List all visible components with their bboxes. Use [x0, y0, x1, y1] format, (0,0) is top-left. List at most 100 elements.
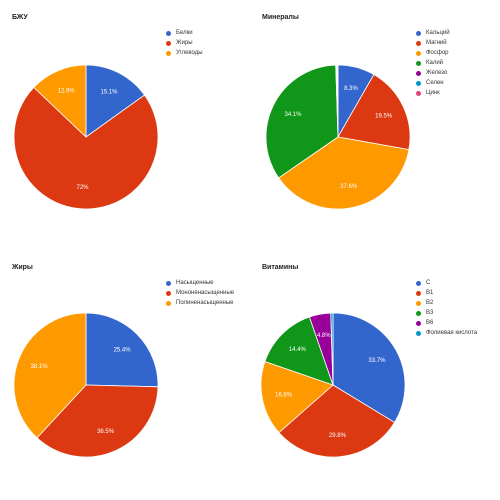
legend-label: B6	[426, 320, 434, 326]
legend-label: Железо	[426, 70, 448, 76]
pie-slice[interactable]	[330, 312, 334, 386]
pie-slice[interactable]	[278, 136, 410, 210]
legend-item[interactable]: C	[416, 278, 477, 288]
legend-label: Калий	[426, 60, 444, 66]
legend-item[interactable]: Мононенасыщенные	[166, 288, 234, 298]
pie-slice[interactable]	[85, 312, 159, 388]
pie-chart: 15.1% 72% 12.9%	[13, 64, 159, 210]
legend-label: C	[426, 280, 431, 286]
legend-label: Фосфор	[426, 50, 449, 56]
slice-value-label: 72%	[77, 185, 90, 191]
pie-slice[interactable]	[265, 64, 339, 179]
chart-panel-bzhu: БЖУ 15.1% 72% 12.9% Белки Жиры Углеводы	[0, 0, 250, 250]
slice-value-label: 19.5%	[375, 113, 393, 119]
legend-swatch-icon	[416, 50, 421, 56]
chart-title: БЖУ	[12, 14, 28, 21]
pie-slice[interactable]	[13, 86, 159, 210]
pie-slice[interactable]	[13, 312, 87, 439]
legend: Кальций Магний Фосфор Калий Железо Селен Цинк	[416, 28, 450, 98]
legend-label: B3	[426, 310, 434, 316]
chart-title: Витамины	[262, 264, 299, 271]
pie-slice[interactable]	[336, 64, 339, 138]
legend-swatch-icon	[416, 30, 421, 36]
legend-swatch-icon	[166, 40, 171, 46]
pie-slice[interactable]	[278, 384, 396, 458]
pie-slice[interactable]	[33, 64, 87, 138]
legend: C B1 B2 B3 B6 Фолиевая кислота	[416, 278, 477, 338]
slice-value-label: 4.8%	[317, 333, 331, 339]
legend-item[interactable]: Фолиевая кислота	[416, 328, 477, 338]
legend-swatch-icon	[416, 330, 421, 336]
legend-swatch-icon	[166, 50, 171, 56]
legend-item[interactable]: Железо	[416, 68, 450, 78]
slice-value-label: 16.8%	[275, 392, 293, 398]
legend-item[interactable]: Углеводы	[166, 48, 203, 58]
legend-label: Цинк	[426, 90, 440, 96]
legend-swatch-icon	[416, 90, 421, 96]
legend-label: B1	[426, 290, 434, 296]
legend-swatch-icon	[416, 70, 421, 76]
chart-title: Минералы	[262, 14, 299, 21]
legend-swatch-icon	[166, 30, 171, 36]
legend-item[interactable]: Селен	[416, 78, 450, 88]
slice-value-label: 38.1%	[31, 364, 49, 370]
legend-label: Белки	[176, 30, 193, 36]
chart-panel-minerals: Минералы 8.3% 19.5% 37.6% 34.1% Кальций Магний…	[250, 0, 500, 250]
legend-swatch-icon	[416, 80, 421, 86]
legend-label: Углеводы	[176, 50, 203, 56]
pie-slice[interactable]	[85, 64, 146, 138]
slice-value-label: 33.7%	[368, 358, 386, 364]
legend-item[interactable]: Белки	[166, 28, 203, 38]
legend-swatch-icon	[416, 60, 421, 66]
slice-value-label: 15.1%	[101, 90, 119, 96]
legend-item[interactable]: Полиненасыщенные	[166, 298, 234, 308]
slice-value-label: 34.1%	[285, 112, 303, 118]
legend-swatch-icon	[166, 300, 171, 306]
pie-chart: 25.4% 36.5% 38.1%	[13, 312, 159, 458]
pie-chart: 33.7% 29.8% 16.8% 14.4% 4.8%	[260, 312, 406, 458]
legend-label: Кальций	[426, 30, 450, 36]
slice-value-label: 8.3%	[344, 86, 358, 92]
legend-label: Фолиевая кислота	[426, 330, 478, 336]
legend-label: Магний	[426, 40, 447, 46]
legend-swatch-icon	[416, 280, 421, 286]
legend-item[interactable]: Кальций	[416, 28, 450, 38]
slice-value-label: 36.5%	[97, 429, 115, 435]
legend-swatch-icon	[166, 280, 171, 286]
pie-slice[interactable]	[36, 384, 159, 458]
legend-item[interactable]: Насыщенные	[166, 278, 234, 288]
legend-swatch-icon	[416, 320, 421, 326]
legend-label: Насыщенные	[176, 280, 214, 286]
pie-slice[interactable]	[337, 74, 411, 151]
pie-chart: 8.3% 19.5% 37.6% 34.1%	[265, 64, 411, 210]
slice-value-label: 25.4%	[114, 347, 132, 353]
legend-label: Жиры	[176, 40, 193, 46]
legend-item[interactable]: B2	[416, 298, 477, 308]
legend-label: Мононенасыщенные	[176, 290, 235, 296]
legend-item[interactable]: Жиры	[166, 38, 203, 48]
slice-value-label: 37.6%	[340, 184, 358, 190]
legend-label: Полиненасыщенные	[176, 300, 234, 306]
legend-item[interactable]: Калий	[416, 58, 450, 68]
legend: Белки Жиры Углеводы	[166, 28, 203, 58]
legend-swatch-icon	[416, 310, 421, 316]
pie-slice[interactable]	[264, 316, 334, 386]
legend-swatch-icon	[416, 40, 421, 46]
pie-slice[interactable]	[332, 312, 406, 423]
legend: Насыщенные Мононенасыщенные Полиненасыщенн…	[166, 278, 234, 308]
legend-item[interactable]: B1	[416, 288, 477, 298]
legend-label: Селен	[426, 80, 444, 86]
legend-item[interactable]: Цинк	[416, 88, 450, 98]
slice-value-label: 12.9%	[58, 88, 76, 94]
chart-title: Жиры	[12, 264, 33, 271]
legend-item[interactable]: Фосфор	[416, 48, 450, 58]
slice-value-label: 29.8%	[329, 433, 347, 439]
legend-item[interactable]: B3	[416, 308, 477, 318]
legend-swatch-icon	[166, 290, 171, 296]
chart-panel-fats: Жиры 25.4% 36.5% 38.1% Насыщенные Мононенасыщ…	[0, 250, 250, 500]
legend-item[interactable]: B6	[416, 318, 477, 328]
legend-item[interactable]: Магний	[416, 38, 450, 48]
pie-slice[interactable]	[260, 360, 334, 434]
slice-value-label: 14.4%	[289, 347, 307, 353]
